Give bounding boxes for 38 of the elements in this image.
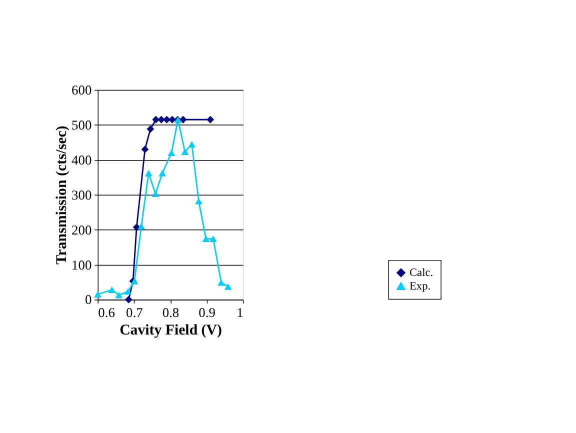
point (224, 283, 232, 290)
x-tick-label: 1 (236, 304, 244, 320)
point (163, 116, 170, 124)
legend-label: Exp. (410, 280, 431, 293)
y-tick-label: 300 (72, 187, 92, 202)
point (108, 286, 116, 294)
y-tick-label: 200 (72, 222, 92, 238)
x-axis-title: Cavity Field (V) (120, 322, 222, 339)
legend-label: Calc. (410, 267, 434, 280)
y-tick-label: 100 (72, 257, 92, 272)
point (195, 198, 202, 204)
point (158, 170, 166, 176)
x-tick-label: 0.8 (162, 304, 180, 320)
x-tick-label: 0.7 (126, 304, 144, 320)
y-tick-label: 400 (72, 152, 92, 168)
point (152, 190, 160, 197)
point (141, 146, 149, 154)
point (181, 148, 189, 155)
point (188, 141, 196, 148)
y-tick-label: 0 (85, 292, 92, 308)
point (202, 236, 210, 242)
point (138, 223, 146, 230)
point (210, 236, 217, 242)
point (124, 288, 132, 295)
point (179, 116, 187, 124)
y-tick-label: 600 (72, 82, 92, 98)
point (144, 170, 152, 176)
point (168, 150, 176, 156)
point (206, 116, 214, 124)
y-axis-title: Transmission (cts/sec) (54, 126, 70, 265)
point (218, 279, 225, 286)
x-tick-label: 0.9 (198, 304, 216, 320)
point (124, 296, 132, 304)
point (146, 125, 154, 133)
y-tick-label: 500 (72, 117, 92, 132)
point (94, 291, 102, 298)
x-tick-label: 0.6 (98, 304, 116, 320)
point (115, 292, 123, 298)
